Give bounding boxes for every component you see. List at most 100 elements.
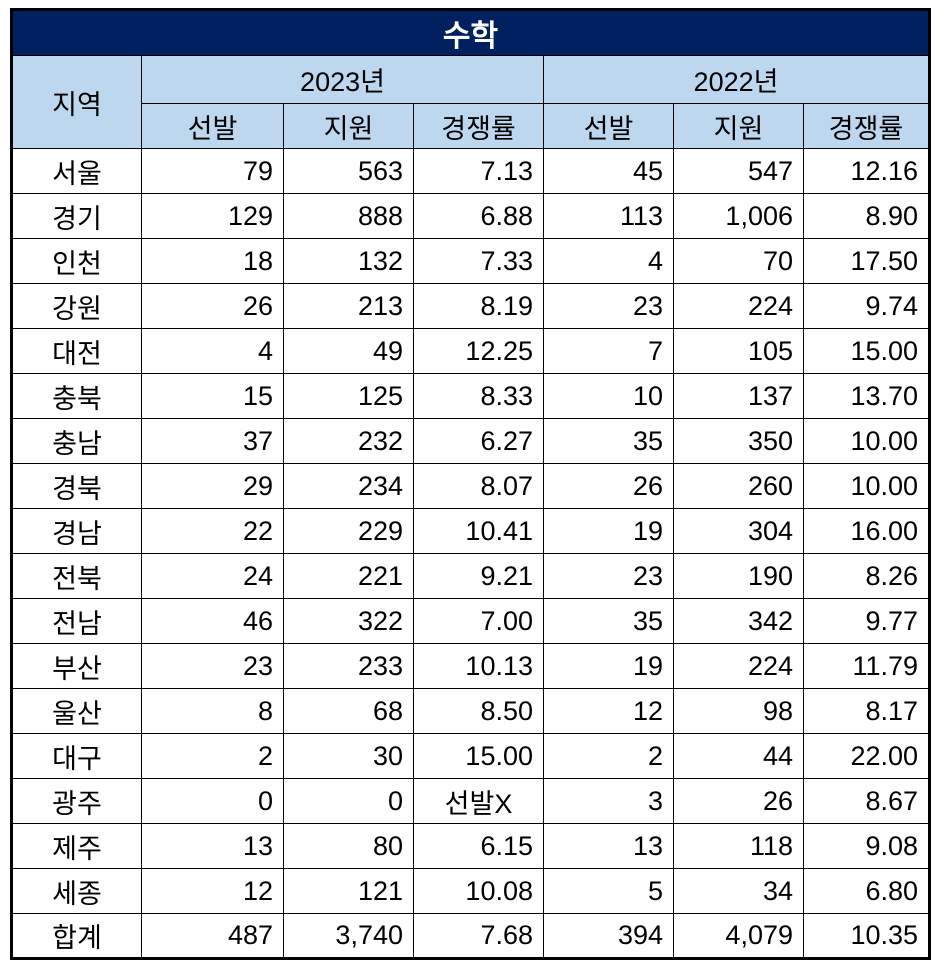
region-cell: 강원 bbox=[11, 283, 142, 329]
value-cell: 394 bbox=[543, 913, 674, 959]
table-row: 전북 24 221 9.21 23 190 8.26 bbox=[11, 553, 931, 599]
value-cell: 12 bbox=[543, 688, 674, 734]
region-cell: 경기 bbox=[11, 193, 142, 239]
value-cell: 10.00 bbox=[802, 463, 931, 509]
value-cell: 563 bbox=[283, 148, 414, 194]
value-cell: 22.00 bbox=[802, 733, 931, 779]
value-cell: 15 bbox=[141, 373, 284, 419]
value-cell: 45 bbox=[543, 148, 674, 194]
value-cell: 113 bbox=[543, 193, 674, 239]
value-cell: 11.79 bbox=[802, 643, 931, 689]
value-cell: 35 bbox=[543, 418, 674, 464]
value-cell: 8.07 bbox=[413, 463, 544, 509]
value-cell: 9.77 bbox=[802, 598, 931, 644]
value-cell: 44 bbox=[673, 733, 804, 779]
value-cell: 8.19 bbox=[413, 283, 544, 329]
value-cell: 224 bbox=[673, 643, 804, 689]
col-header-2022-ratio: 경쟁률 bbox=[802, 103, 931, 149]
value-cell: 7.33 bbox=[413, 238, 544, 284]
value-cell: 17.50 bbox=[802, 238, 931, 284]
value-cell: 10.41 bbox=[413, 508, 544, 554]
region-cell: 울산 bbox=[11, 688, 142, 734]
value-cell: 8.17 bbox=[802, 688, 931, 734]
value-cell: 15.00 bbox=[413, 733, 544, 779]
value-cell: 37 bbox=[141, 418, 284, 464]
value-cell: 1,006 bbox=[673, 193, 804, 239]
table-row: 인천 18 132 7.33 4 70 17.50 bbox=[11, 238, 931, 284]
value-cell: 6.80 bbox=[802, 868, 931, 914]
value-cell: 888 bbox=[283, 193, 414, 239]
region-cell: 합계 bbox=[11, 913, 142, 959]
value-cell: 23 bbox=[543, 553, 674, 599]
value-cell: 35 bbox=[543, 598, 674, 644]
region-cell: 대전 bbox=[11, 328, 142, 374]
table-row: 세종 12 121 10.08 5 34 6.80 bbox=[11, 868, 931, 914]
value-cell: 23 bbox=[543, 283, 674, 329]
value-cell: 26 bbox=[141, 283, 284, 329]
region-cell: 부산 bbox=[11, 643, 142, 689]
value-cell: 80 bbox=[283, 823, 414, 869]
value-cell: 322 bbox=[283, 598, 414, 644]
value-cell: 10.35 bbox=[802, 913, 931, 959]
value-cell: 304 bbox=[673, 508, 804, 554]
value-cell: 8.67 bbox=[802, 778, 931, 824]
value-cell: 7.13 bbox=[413, 148, 544, 194]
value-cell: 2 bbox=[141, 733, 284, 779]
value-cell: 7.68 bbox=[413, 913, 544, 959]
value-cell: 23 bbox=[141, 643, 284, 689]
region-cell: 전북 bbox=[11, 553, 142, 599]
value-cell: 232 bbox=[283, 418, 414, 464]
value-cell: 9.74 bbox=[802, 283, 931, 329]
region-cell: 세종 bbox=[11, 868, 142, 914]
region-cell: 경북 bbox=[11, 463, 142, 509]
table-row: 제주 13 80 6.15 13 118 9.08 bbox=[11, 823, 931, 869]
value-cell: 7 bbox=[543, 328, 674, 374]
value-cell: 9.21 bbox=[413, 553, 544, 599]
value-cell: 2 bbox=[543, 733, 674, 779]
col-header-2022-applicants: 지원 bbox=[673, 103, 804, 149]
value-cell: 8.26 bbox=[802, 553, 931, 599]
value-cell: 213 bbox=[283, 283, 414, 329]
value-cell: 3 bbox=[543, 778, 674, 824]
region-cell: 대구 bbox=[11, 733, 142, 779]
value-cell: 9.08 bbox=[802, 823, 931, 869]
col-header-2022-selection: 선발 bbox=[543, 103, 674, 149]
value-cell: 49 bbox=[283, 328, 414, 374]
col-header-region: 지역 bbox=[11, 55, 142, 149]
value-cell: 13 bbox=[543, 823, 674, 869]
value-cell: 29 bbox=[141, 463, 284, 509]
value-cell: 16.00 bbox=[802, 508, 931, 554]
value-cell: 12 bbox=[141, 868, 284, 914]
value-cell: 24 bbox=[141, 553, 284, 599]
table-title: 수학 bbox=[10, 9, 931, 56]
value-cell: 129 bbox=[141, 193, 284, 239]
value-cell: 3,740 bbox=[283, 913, 414, 959]
table-row: 전남 46 322 7.00 35 342 9.77 bbox=[11, 598, 931, 644]
value-cell: 8.50 bbox=[413, 688, 544, 734]
table-row: 충남 37 232 6.27 35 350 10.00 bbox=[11, 418, 931, 464]
value-cell: 105 bbox=[673, 328, 804, 374]
value-cell: 8 bbox=[141, 688, 284, 734]
value-cell: 68 bbox=[283, 688, 414, 734]
col-header-2023-applicants: 지원 bbox=[283, 103, 414, 149]
value-cell: 229 bbox=[283, 508, 414, 554]
value-cell: 260 bbox=[673, 463, 804, 509]
table-row: 합계 487 3,740 7.68 394 4,079 10.35 bbox=[11, 913, 931, 959]
table-body: 서울 79 563 7.13 45 547 12.16 경기 129 888 6.88 113 1,00… bbox=[11, 148, 931, 959]
value-cell: 0 bbox=[141, 778, 284, 824]
table-row: 대전 4 49 12.25 7 105 15.00 bbox=[11, 328, 931, 374]
value-cell: 6.27 bbox=[413, 418, 544, 464]
value-cell: 350 bbox=[673, 418, 804, 464]
value-cell: 190 bbox=[673, 553, 804, 599]
value-cell: 19 bbox=[543, 508, 674, 554]
table-row: 강원 26 213 8.19 23 224 9.74 bbox=[11, 283, 931, 329]
value-cell: 15.00 bbox=[802, 328, 931, 374]
value-cell: 10.00 bbox=[802, 418, 931, 464]
region-cell: 충북 bbox=[11, 373, 142, 419]
value-cell: 30 bbox=[283, 733, 414, 779]
value-cell: 6.88 bbox=[413, 193, 544, 239]
value-cell: 13 bbox=[141, 823, 284, 869]
value-cell: 19 bbox=[543, 643, 674, 689]
region-cell: 전남 bbox=[11, 598, 142, 644]
region-cell: 서울 bbox=[11, 148, 142, 194]
